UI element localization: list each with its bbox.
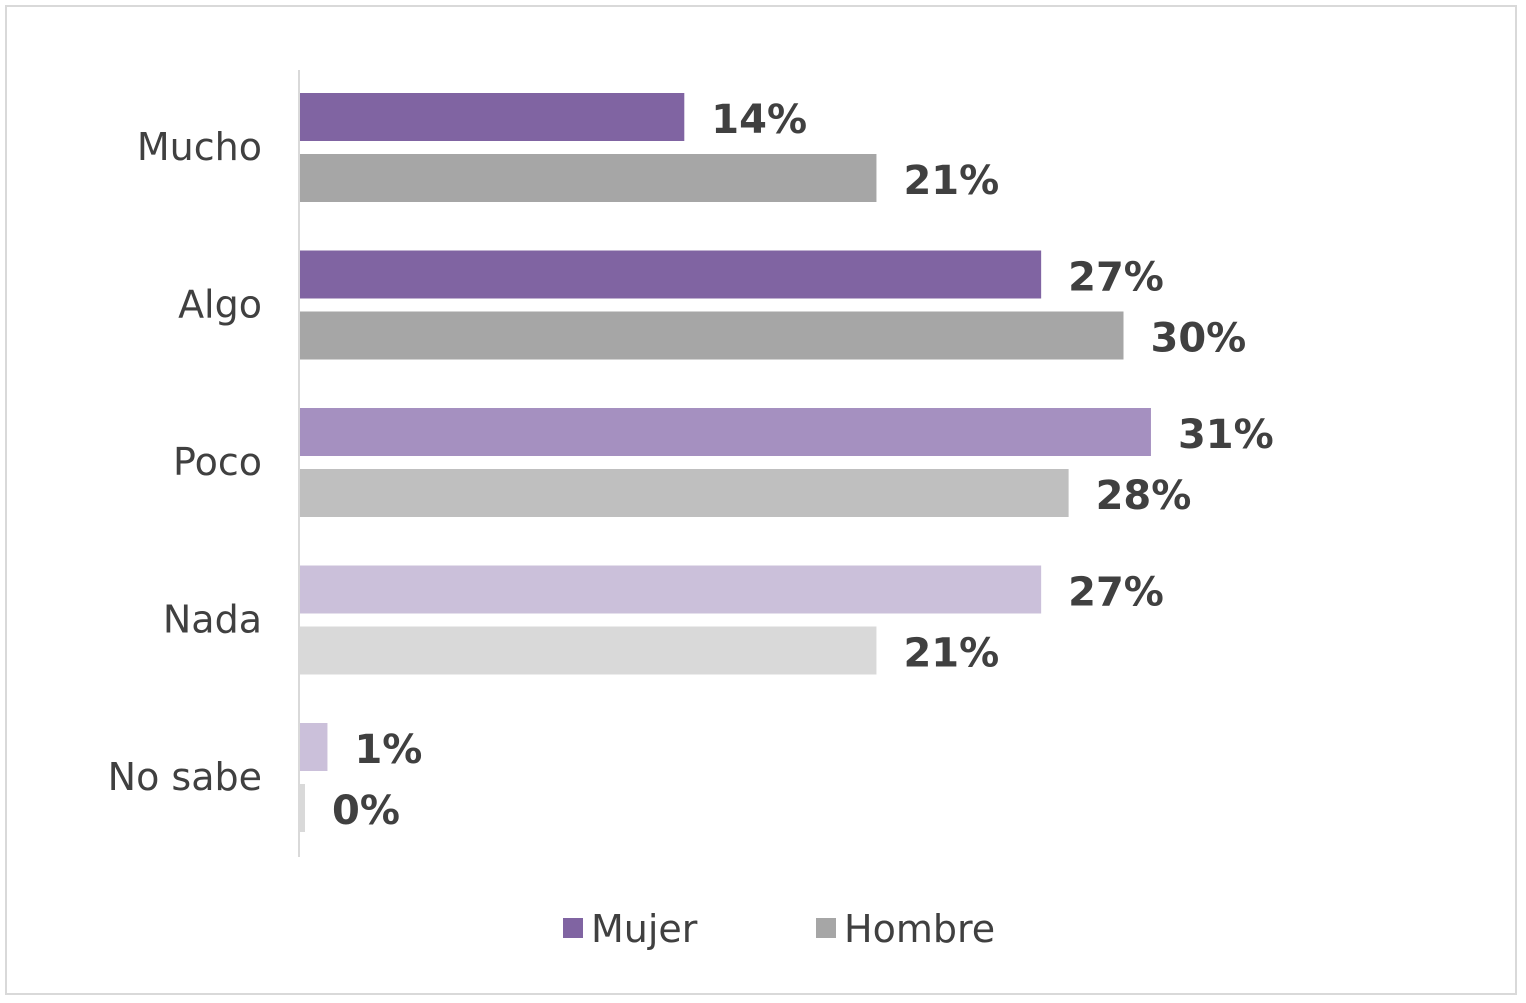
category-label: Mucho (137, 125, 262, 169)
category-label: Nada (163, 598, 262, 642)
bar-mujer (300, 723, 328, 771)
data-label: 27% (1068, 570, 1164, 616)
category-label: Algo (178, 283, 262, 327)
bar-mujer (300, 93, 685, 141)
data-label: 27% (1068, 255, 1164, 301)
category-label: Poco (173, 440, 262, 484)
data-label: 31% (1178, 412, 1274, 458)
data-label: 21% (903, 631, 999, 677)
legend-label-mujer: Mujer (591, 907, 698, 951)
legend-label-hombre: Hombre (844, 907, 995, 951)
legend-swatch-hombre (816, 918, 836, 938)
bar-mujer (300, 408, 1151, 456)
bar-hombre (300, 784, 305, 832)
data-label: 21% (903, 158, 999, 204)
data-label: 30% (1151, 316, 1247, 362)
chart-frame (5, 5, 1517, 995)
legend: Mujer Hombre (563, 907, 995, 951)
data-label: 14% (711, 97, 807, 143)
data-label: 1% (354, 727, 422, 773)
legend-swatch-mujer (563, 918, 583, 938)
data-label: 28% (1096, 473, 1192, 519)
bar-hombre (300, 469, 1069, 517)
bar-hombre (300, 626, 877, 675)
data-label: 0% (332, 788, 400, 834)
bar-mujer (300, 250, 1042, 299)
bar-hombre (300, 311, 1124, 360)
bar-hombre (300, 154, 877, 202)
bar-mujer (300, 565, 1042, 614)
category-label: No sabe (108, 755, 262, 799)
